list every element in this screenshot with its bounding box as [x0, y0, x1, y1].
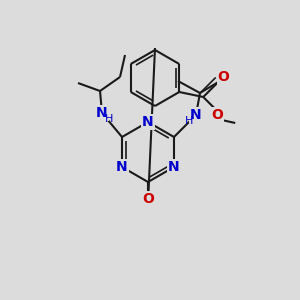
Text: H: H	[105, 114, 113, 124]
Text: N: N	[116, 160, 128, 174]
Text: N: N	[168, 160, 180, 174]
Text: O: O	[217, 70, 229, 84]
Text: O: O	[211, 108, 223, 122]
Text: H: H	[185, 116, 193, 126]
Text: N: N	[96, 106, 108, 120]
Text: N: N	[142, 115, 154, 129]
Text: O: O	[142, 192, 154, 206]
Text: N: N	[190, 108, 202, 122]
